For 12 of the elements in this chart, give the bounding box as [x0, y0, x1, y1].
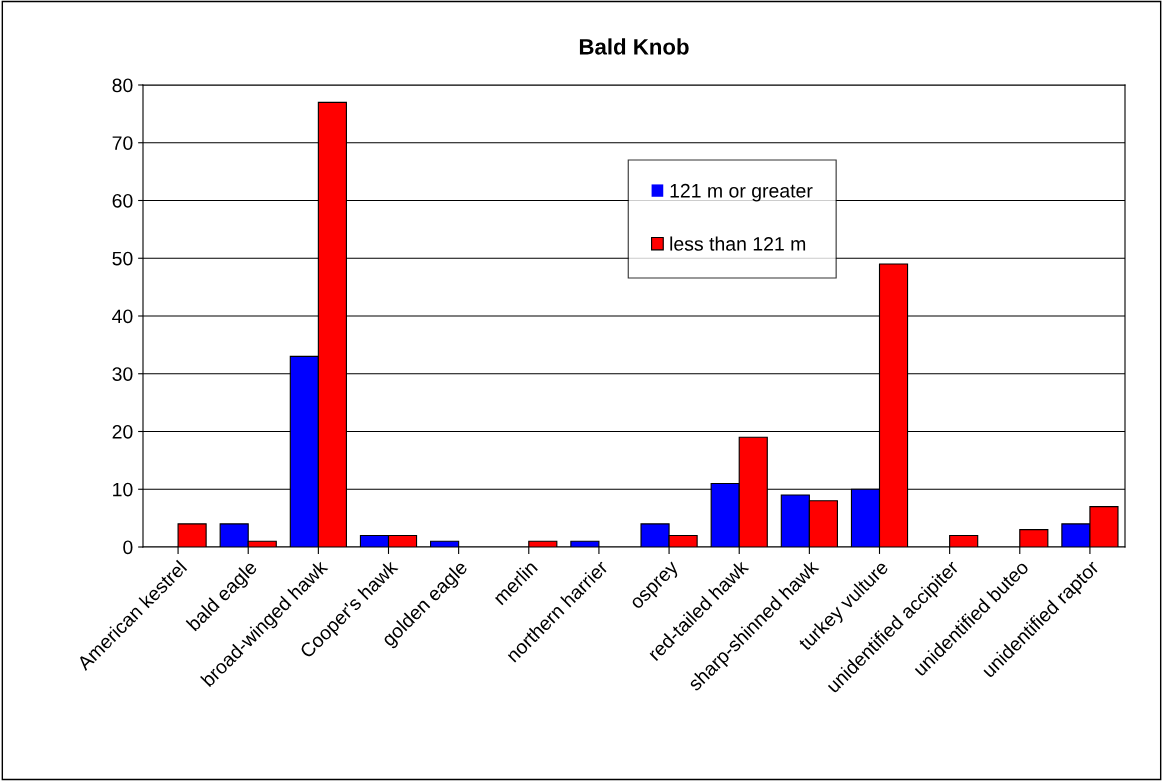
y-tick-label: 70: [112, 136, 133, 150]
y-tick-label: 10: [113, 482, 133, 497]
legend-label: 121 m or greater: [670, 183, 813, 202]
y-tick-label: 80: [112, 78, 133, 93]
y-tick-label: 20: [112, 424, 133, 439]
y-tick-label: 30: [112, 367, 133, 381]
chart-title: Bald Knob: [579, 38, 689, 55]
y-tick-label: 0: [123, 540, 133, 555]
y-tick-label: 50: [112, 251, 133, 266]
y-tick-label: 40: [112, 309, 133, 324]
legend-label: less than 121 m: [670, 236, 806, 251]
y-tick-label: 60: [112, 193, 133, 208]
